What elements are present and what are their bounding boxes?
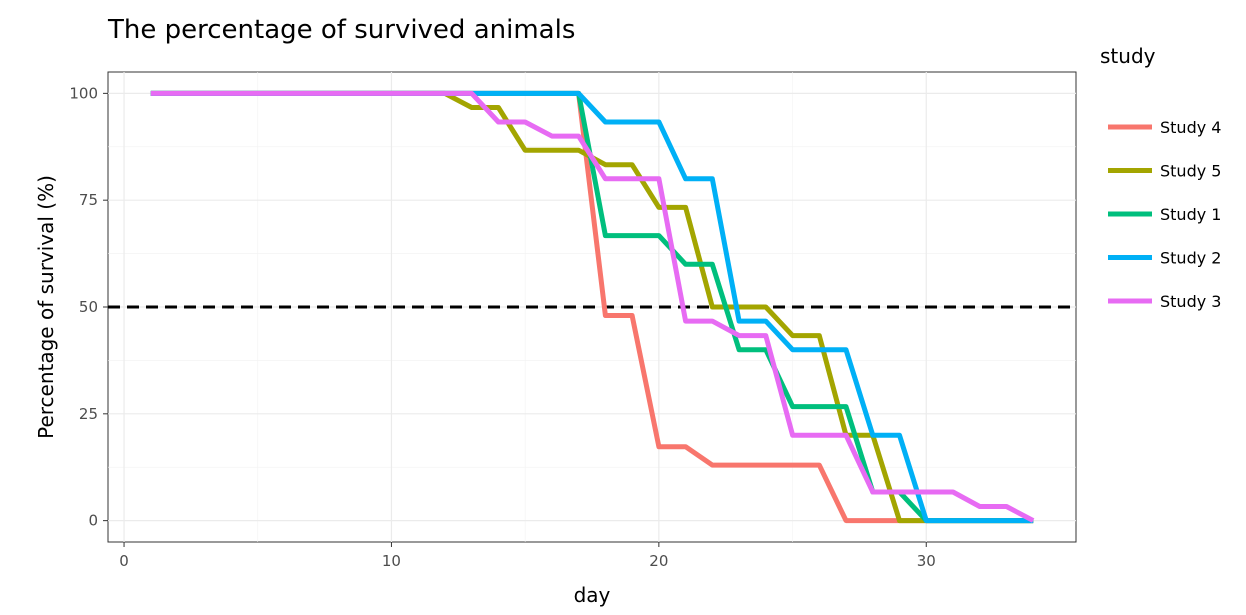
y-tick-label: 50 (79, 298, 98, 316)
legend-label-study-2: Study 2 (1160, 249, 1221, 268)
legend-title: study (1100, 44, 1156, 68)
legend-label-study-3: Study 3 (1160, 292, 1221, 311)
chart-title: The percentage of survived animals (107, 15, 575, 45)
x-axis-ticks: 0 10 20 30 (119, 542, 936, 570)
y-tick-label: 0 (88, 512, 98, 530)
x-axis-title: day (574, 583, 611, 607)
legend-label-study-1: Study 1 (1160, 205, 1221, 224)
series-lines (150, 90, 1035, 524)
y-tick-label: 25 (79, 405, 98, 423)
x-tick-label: 0 (119, 552, 129, 570)
y-tick-label: 100 (69, 84, 98, 102)
x-tick-label: 10 (382, 552, 401, 570)
legend-label-study-5: Study 5 (1160, 162, 1221, 181)
y-axis-ticks: 0 25 50 75 100 (69, 84, 108, 530)
x-tick-label: 20 (649, 552, 668, 570)
x-tick-label: 30 (917, 552, 936, 570)
legend-label-study-4: Study 4 (1160, 118, 1221, 137)
legend: study Study 4 Study 5 Study 1 Study 2 Study … (1100, 44, 1221, 311)
y-axis-title: Percentage of survival (%) (34, 175, 58, 439)
series-line-study-3 (150, 90, 1035, 523)
y-tick-label: 75 (79, 191, 98, 209)
